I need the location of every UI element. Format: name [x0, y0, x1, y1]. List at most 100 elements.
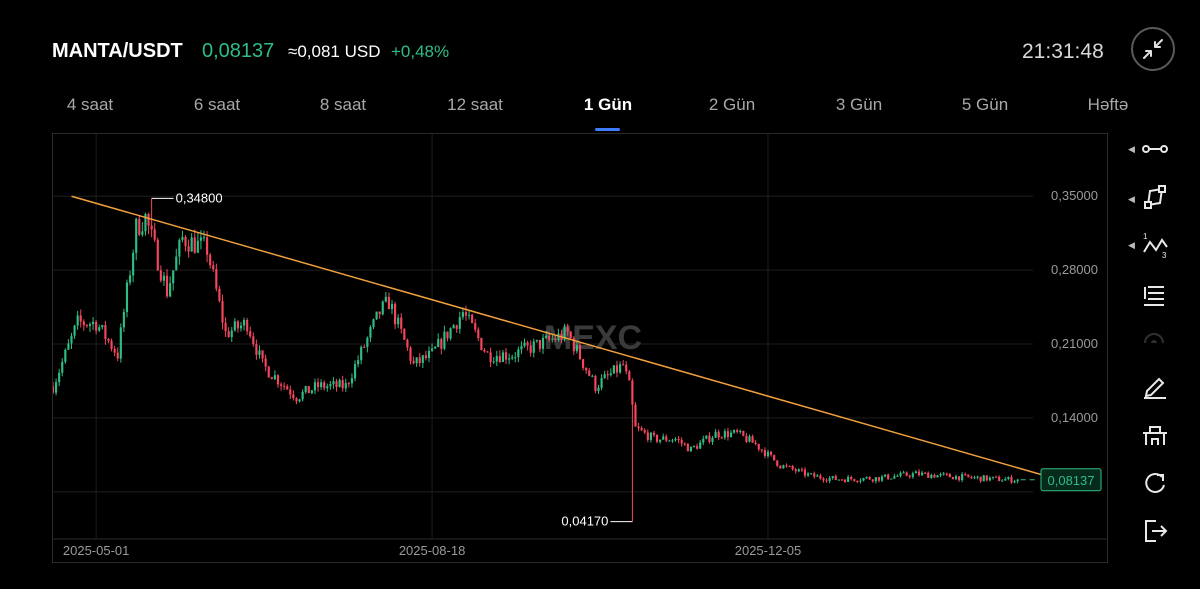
candle-body — [329, 384, 332, 387]
candle-body — [668, 440, 671, 442]
candle-body — [313, 382, 317, 391]
candle-body — [298, 399, 301, 402]
tab-1w[interactable]: Həftə — [1087, 95, 1129, 114]
candle-body — [88, 324, 92, 326]
candle-body — [523, 342, 526, 347]
candle-body — [289, 389, 292, 395]
tab-2d[interactable]: 2 Gün — [708, 95, 756, 114]
candle-body — [957, 476, 961, 481]
candle-body — [625, 364, 628, 372]
candle-body — [178, 239, 181, 257]
candle-body — [227, 331, 230, 337]
expand-arrow-icon[interactable]: ◀ — [1128, 194, 1135, 204]
tab-5d[interactable]: 5 Gün — [961, 95, 1009, 114]
candle-body — [449, 328, 452, 339]
last-price: 0,08137 — [202, 40, 275, 62]
candle-body — [705, 435, 708, 439]
candle-body — [985, 475, 988, 481]
tab-8h[interactable]: 8 saat — [319, 95, 367, 114]
candle-body — [67, 343, 70, 350]
candle-body — [492, 361, 495, 363]
candle-body — [424, 355, 427, 359]
candle-body — [760, 449, 763, 451]
candle-body — [708, 435, 711, 442]
candle-body — [714, 431, 717, 438]
tab-12h[interactable]: 12 saat — [447, 95, 503, 114]
svg-text:3: 3 — [1162, 251, 1167, 260]
candle-body — [896, 475, 899, 477]
price-chart[interactable]: MEXC 0,34800 0,04170 0,08137 0,35000 0,2800… — [52, 133, 1108, 563]
candle-body — [643, 430, 646, 433]
candle-body — [53, 386, 55, 393]
candle-body — [406, 339, 409, 348]
candle-body — [446, 331, 449, 339]
candles — [53, 198, 1019, 522]
candle-body — [520, 346, 523, 350]
candle-body — [125, 282, 129, 313]
fibonacci-tool-icon[interactable] — [1140, 280, 1170, 310]
candle-body — [545, 335, 548, 338]
candle-body — [945, 473, 948, 475]
candle-body — [412, 360, 415, 364]
chart-overlay: 0,34800 0,04170 0,08137 — [71, 190, 1102, 529]
candle-body — [440, 339, 443, 349]
tab-3d[interactable]: 3 Gün — [835, 95, 883, 114]
candle-body — [196, 240, 199, 253]
candle-body — [887, 474, 890, 480]
refresh-icon[interactable] — [1140, 468, 1170, 498]
candle-body — [206, 237, 209, 255]
candle-body — [224, 322, 227, 332]
candle-body — [803, 469, 807, 476]
pencil-ruler-icon[interactable] — [1140, 370, 1170, 400]
candle-body — [1007, 476, 1010, 479]
candlestick-chart[interactable]: MEXC 0,34800 0,04170 0,08137 0,35000 0,2800… — [53, 134, 1107, 562]
pair-name[interactable]: MANTA/USDT — [52, 40, 183, 62]
candle-body — [150, 225, 153, 230]
candle-body — [806, 473, 810, 476]
eye-icon[interactable] — [1136, 325, 1172, 343]
candle-body — [659, 439, 662, 442]
candle-body — [702, 438, 705, 443]
candle-body — [976, 476, 979, 478]
candle-body — [480, 337, 483, 351]
candle-body — [64, 349, 67, 362]
candle-body — [61, 361, 64, 373]
candle-body — [132, 252, 135, 276]
chart-axes: 0,35000 0,28000 0,21000 0,14000 2025-05-01 20… — [53, 188, 1107, 558]
candle-body — [147, 214, 150, 226]
expand-arrow-icon[interactable]: ◀ — [1128, 240, 1135, 250]
shape-tool-icon[interactable] — [1140, 182, 1170, 212]
candle-body — [514, 357, 517, 359]
candle-body — [156, 239, 159, 271]
expand-arrow-icon[interactable]: ◀ — [1128, 144, 1135, 154]
candle-body — [273, 375, 276, 380]
candle-body — [236, 321, 239, 329]
candle-body — [418, 357, 421, 363]
candle-body — [853, 479, 856, 481]
y-tick-label: 0,21000 — [1051, 336, 1098, 351]
candle-body — [575, 345, 578, 352]
horizontal-line-tool-icon[interactable] — [1140, 134, 1170, 164]
magnet-tool-icon[interactable] — [1140, 418, 1170, 448]
candle-body — [674, 438, 677, 441]
tab-6h[interactable]: 6 saat — [193, 95, 241, 114]
candle-body — [98, 327, 101, 331]
candle-body — [430, 348, 434, 351]
candle-body — [110, 340, 113, 349]
candle-body — [689, 446, 693, 452]
exit-icon[interactable] — [1140, 516, 1170, 546]
exit-fullscreen-button[interactable] — [1131, 27, 1175, 71]
candle-body — [557, 333, 560, 341]
tab-1d[interactable]: 1 Gün — [583, 95, 633, 114]
candle-body — [868, 477, 871, 480]
tab-4h[interactable]: 4 saat — [66, 95, 114, 114]
candle-body — [773, 454, 776, 461]
candle-body — [606, 374, 609, 376]
candle-body — [452, 325, 455, 329]
candle-body — [107, 339, 110, 341]
candle-body — [443, 331, 446, 349]
candle-body — [434, 346, 437, 349]
candle-body — [116, 352, 119, 359]
candle-body — [612, 365, 615, 374]
